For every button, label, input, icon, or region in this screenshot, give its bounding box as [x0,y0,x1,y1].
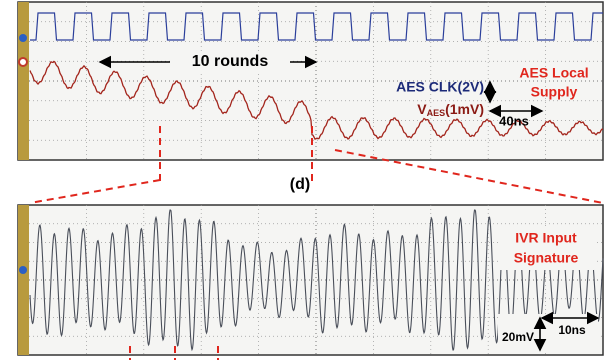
amp-label: 20mV [502,330,534,344]
clk-label: AES CLK(2V) [396,79,484,95]
ch-marker [19,58,27,66]
supply-label: AES Local [519,65,588,81]
time-label: 40ns [499,113,529,128]
top-panel: 10 rounds AES CLK(2V) VAES(1mV) 40ns AES… [18,2,603,160]
top-strip [18,2,29,160]
vaes-sub: AES [427,108,446,118]
ch-marker [19,34,27,42]
panel-label: (d) [290,176,310,193]
vaes-unit: (1mV) [445,101,484,117]
supply-label: Supply [531,84,578,100]
signature-label: IVR Input [515,230,577,246]
time-label: 10ns [558,323,586,337]
zoom-line [30,180,160,203]
bottom-strip [18,205,29,355]
ch-marker [19,266,27,274]
signature-label: Signature [514,250,579,266]
figure: 10 rounds AES CLK(2V) VAES(1mV) 40ns AES… [0,0,605,360]
bottom-panel: IVR Input Signature 20mV 10ns [18,205,603,355]
rounds-label: 10 rounds [192,53,269,70]
